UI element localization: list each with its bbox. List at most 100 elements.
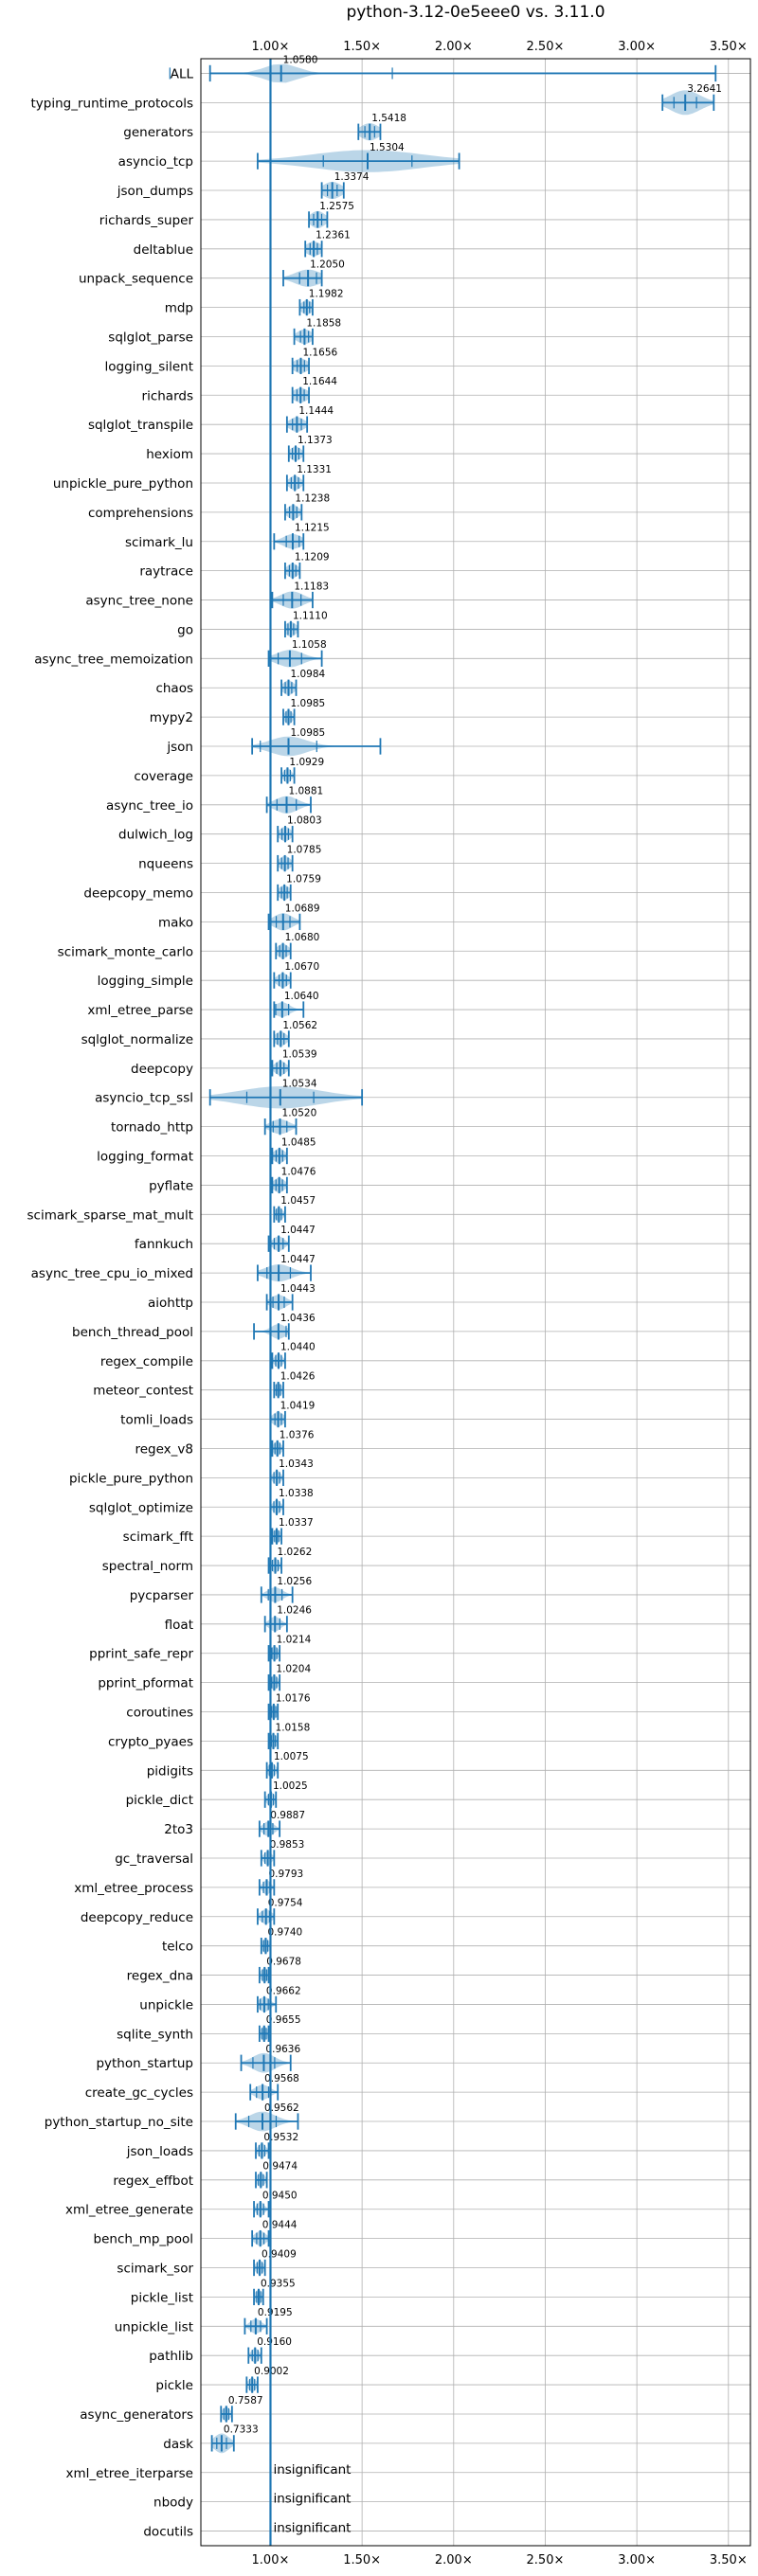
category-label: comprehensions	[88, 506, 193, 521]
value-label: 3.2641	[687, 83, 722, 95]
grid-layer	[201, 59, 750, 2546]
value-label: 1.1110	[293, 610, 328, 621]
violin-group: 1.0562	[273, 1020, 317, 1047]
category-label: deepcopy_memo	[83, 886, 193, 901]
value-label: 1.0485	[281, 1136, 316, 1148]
value-label: 1.0376	[280, 1429, 315, 1440]
violin-group: 1.0214	[267, 1635, 312, 1662]
value-label: 0.9532	[263, 2132, 298, 2143]
category-label: async_generators	[80, 2407, 193, 2423]
x-tick-label-top: 1.50×	[343, 40, 381, 54]
category-label: asyncio_tcp	[118, 154, 193, 170]
value-label: 0.9740	[267, 1927, 302, 1939]
category-label: gc_traversal	[115, 1852, 193, 1867]
x-tick-label-top: 1.00×	[252, 40, 290, 54]
category-label: mdp	[165, 301, 193, 316]
violin-group: 1.0262	[267, 1547, 312, 1574]
violin-group: 1.0158	[267, 1722, 310, 1750]
violin-group: 1.5418	[357, 113, 406, 141]
value-label: 1.0520	[282, 1108, 317, 1119]
violin-group: 1.2361	[304, 230, 351, 258]
value-label: 0.9754	[268, 1898, 303, 1909]
violin-group: 1.0689	[267, 903, 320, 931]
category-label: sqlglot_transpile	[88, 418, 193, 433]
category-label: 2to3	[164, 1822, 193, 1837]
violin-group: 1.0929	[280, 757, 324, 784]
violin-group: 1.0785	[277, 844, 321, 872]
violin-group: 1.0419	[269, 1400, 315, 1428]
value-label: 1.0670	[284, 961, 319, 973]
category-label: async_tree_memoization	[34, 652, 193, 667]
category-label: scimark_lu	[125, 535, 193, 550]
mark-layer: 1.0580 3.2641 1.5418 1.5304 1.3374 1.2575 1.23…	[169, 54, 722, 2536]
value-label: 1.0539	[282, 1049, 317, 1061]
chart-title: python-3.12-0e5eee0 vs. 3.11.0	[346, 3, 605, 22]
category-label: mako	[158, 915, 193, 930]
value-label: 1.2361	[316, 230, 351, 242]
insignificant-label: insignificant	[273, 2492, 351, 2507]
category-label: async_tree_none	[85, 594, 193, 609]
value-label: 1.1215	[295, 523, 330, 534]
violin-group: 1.0985	[251, 727, 382, 757]
value-label: 1.0176	[276, 1692, 311, 1704]
x-tick-label-top: 3.50×	[710, 40, 748, 54]
category-label: tornado_http	[111, 1120, 193, 1136]
value-label: 1.0881	[288, 786, 323, 797]
violin-group: 0.9655	[258, 2014, 301, 2043]
violin-group: 0.9793	[258, 1869, 303, 1896]
violin-group: 1.5304	[257, 142, 460, 172]
violin-group: 1.0246	[263, 1605, 312, 1633]
violin-group: 1.0426	[273, 1371, 316, 1399]
violin-group: 0.9662	[257, 1985, 301, 2013]
violin-group: 1.0338	[269, 1488, 314, 1515]
value-label: 1.0534	[282, 1079, 317, 1090]
category-label: chaos	[155, 681, 193, 696]
violin-group: 0.9355	[253, 2278, 296, 2306]
violin-group: 1.0447	[267, 1225, 316, 1252]
violin-group: 0.9853	[260, 1839, 305, 1867]
value-label: 0.9568	[264, 2073, 299, 2084]
category-label: deltablue	[134, 242, 193, 258]
category-label: ALL	[171, 66, 194, 81]
category-label: regex_compile	[100, 1354, 193, 1369]
value-label: 1.0985	[291, 727, 326, 739]
value-label: 1.0440	[280, 1342, 316, 1353]
value-label: 1.0343	[279, 1458, 314, 1470]
value-label: 1.5418	[371, 113, 406, 124]
violin-group: 1.0680	[275, 932, 319, 959]
category-label: richards_super	[99, 213, 194, 228]
category-label: json_dumps	[117, 184, 193, 199]
category-label: json_loads	[126, 2144, 193, 2159]
violin-group: 1.0447	[257, 1254, 316, 1282]
category-label: dulwich_log	[118, 828, 193, 843]
x-tick-label-top: 3.00×	[618, 40, 656, 54]
violin-group: 0.9002	[245, 2366, 289, 2393]
category-label: pprint_safe_repr	[89, 1647, 193, 1662]
violin-group: 1.0476	[271, 1166, 316, 1194]
x-tick-label-top: 2.50×	[527, 40, 565, 54]
category-label: xml_etree_parse	[87, 1003, 193, 1018]
category-label: async_tree_io	[106, 798, 193, 814]
category-label: fannkuch	[135, 1237, 193, 1252]
violin-group: 1.1110	[284, 610, 328, 638]
violin-group: 1.0176	[267, 1692, 311, 1721]
violin-group: 1.0440	[271, 1342, 316, 1369]
violin-group: 1.0803	[277, 815, 322, 843]
category-label: spectral_norm	[102, 1559, 193, 1574]
violin-group: 1.0443	[265, 1283, 316, 1311]
value-label: 0.9853	[270, 1839, 305, 1851]
violin-group: 0.7333	[210, 2424, 259, 2454]
x-tick-label-bottom: 1.50×	[343, 2553, 381, 2567]
violin-group: 1.1444	[285, 405, 334, 433]
category-label: crypto_pyaes	[108, 1734, 193, 1749]
value-label: 0.9562	[264, 2102, 299, 2114]
value-label: 1.5304	[370, 142, 405, 153]
violin-group: 1.1656	[291, 347, 338, 375]
category-label: nqueens	[138, 857, 193, 872]
category-label: generators	[123, 125, 193, 140]
value-label: 1.1656	[302, 347, 337, 358]
violin-group: 1.1215	[273, 523, 330, 550]
violin-group: 1.0640	[273, 991, 319, 1018]
violin-group: 1.0520	[263, 1108, 317, 1136]
violin-group: 0.9195	[244, 2307, 293, 2334]
